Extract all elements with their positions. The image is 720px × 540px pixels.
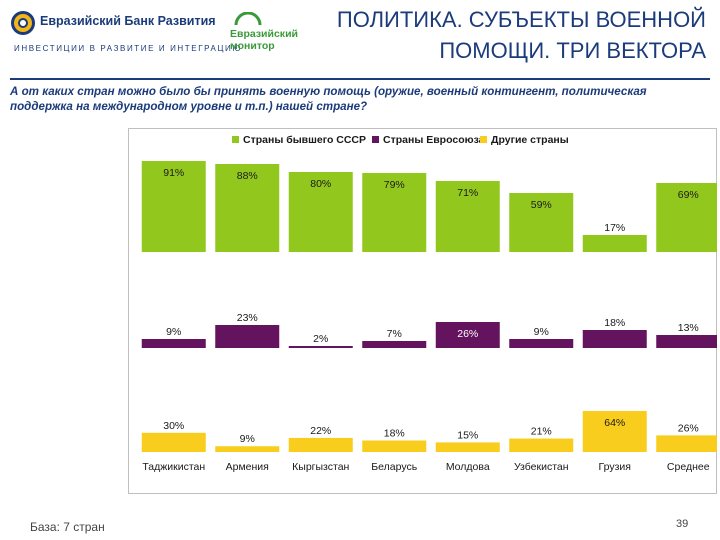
eabr-logo: Евразийский Банк Развития ИНВЕСТИЦИИ В Р… <box>10 10 240 60</box>
monitor-arc-icon <box>234 12 262 26</box>
bar-0-2 <box>288 172 353 252</box>
title-divider <box>10 78 710 80</box>
data-label-0-2: 80% <box>310 178 331 190</box>
legend-label-1: Страны Евросоюза <box>383 134 485 146</box>
bar-2-0 <box>141 432 206 452</box>
data-label-0-3: 79% <box>384 179 405 191</box>
category-label-1: Армения <box>226 461 269 473</box>
bar-0-6 <box>582 235 647 252</box>
category-label-4: Молдова <box>446 461 490 473</box>
slide-title-line1: ПОЛИТИКА. СУБЪЕКТЫ ВОЕННОЙ <box>336 7 706 32</box>
bar-2-6 <box>582 411 647 452</box>
bank-name: Евразийский Банк Развития <box>40 14 216 28</box>
data-label-1-3: 7% <box>387 328 402 340</box>
bar-2-2 <box>288 437 353 452</box>
bar-1-4 <box>435 322 500 348</box>
slide-title-line2: ПОМОЩИ. ТРИ ВЕКТОРА <box>439 38 706 63</box>
category-label-2: Кыргызстан <box>292 461 349 473</box>
data-label-0-5: 59% <box>531 199 552 211</box>
legend-label-0: Страны бывшего СССР <box>243 134 366 146</box>
legend-label-2: Другие страны <box>491 134 569 146</box>
data-label-0-7: 69% <box>678 189 699 201</box>
bar-0-1 <box>215 164 280 252</box>
bar-2-7 <box>656 435 717 452</box>
data-label-0-6: 17% <box>604 222 625 234</box>
eabr-emblem-icon <box>11 11 35 35</box>
data-label-0-4: 71% <box>457 187 478 199</box>
data-label-1-0: 9% <box>166 326 181 338</box>
bar-2-3 <box>362 440 427 452</box>
data-label-2-1: 9% <box>240 433 255 445</box>
bar-0-3 <box>362 173 427 252</box>
bar-1-0 <box>141 339 206 348</box>
category-label-3: Беларусь <box>371 461 417 473</box>
data-label-2-2: 22% <box>310 425 331 437</box>
bar-chart: Страны бывшего СССР Страны Евросоюза Други… <box>141 134 717 473</box>
data-label-0-1: 88% <box>237 170 258 182</box>
bar-2-5 <box>509 438 574 452</box>
bar-1-1 <box>215 325 280 348</box>
slide-title: ПОЛИТИКА. СУБЪЕКТЫ ВОЕННОЙ ПОМОЩИ. ТРИ В… <box>236 4 706 66</box>
data-label-1-6: 18% <box>604 317 625 329</box>
category-label-0: Таджикистан <box>142 461 205 473</box>
bar-2-1 <box>215 446 280 452</box>
page-number: 39 <box>676 518 689 530</box>
bar-0-0 <box>141 161 206 252</box>
legend-swatch-1 <box>372 136 379 143</box>
bar-1-5 <box>509 339 574 348</box>
category-label-5: Узбекистан <box>514 461 569 473</box>
bar-2-4 <box>435 442 500 452</box>
bar-0-4 <box>435 181 500 252</box>
monitor-line1: Евразийский <box>230 28 298 40</box>
monitor-line2: монитор <box>230 40 275 52</box>
eurasian-monitor-logo: Евразийский монитор <box>230 12 310 56</box>
bar-1-3 <box>362 341 427 348</box>
bar-1-6 <box>582 330 647 348</box>
category-label-7: Среднее <box>667 461 710 473</box>
legend-swatch-2 <box>480 136 487 143</box>
sample-base-note: База: 7 стран <box>30 520 105 534</box>
bar-0-7 <box>656 183 717 252</box>
data-label-2-3: 18% <box>384 427 405 439</box>
bar-1-7 <box>656 335 717 348</box>
data-label-1-5: 9% <box>534 326 549 338</box>
data-label-1-4: 26% <box>457 328 478 340</box>
survey-question: А от каких стран можно было бы принять в… <box>10 85 647 113</box>
bar-1-2 <box>288 346 353 348</box>
bar-0-5 <box>509 193 574 252</box>
legend-swatch-0 <box>232 136 239 143</box>
data-label-0-0: 91% <box>163 167 184 179</box>
data-label-2-4: 15% <box>457 429 478 441</box>
category-label-6: Грузия <box>599 461 631 473</box>
data-label-2-6: 64% <box>604 417 625 429</box>
data-label-2-5: 21% <box>531 426 552 438</box>
data-label-1-2: 2% <box>313 333 328 345</box>
data-label-2-7: 26% <box>678 422 699 434</box>
data-label-1-1: 23% <box>237 312 258 324</box>
bank-tagline: ИНВЕСТИЦИИ В РАЗВИТИЕ И ИНТЕГРАЦИЮ <box>14 44 243 53</box>
data-label-2-0: 30% <box>163 420 184 432</box>
data-label-1-7: 13% <box>678 322 699 334</box>
